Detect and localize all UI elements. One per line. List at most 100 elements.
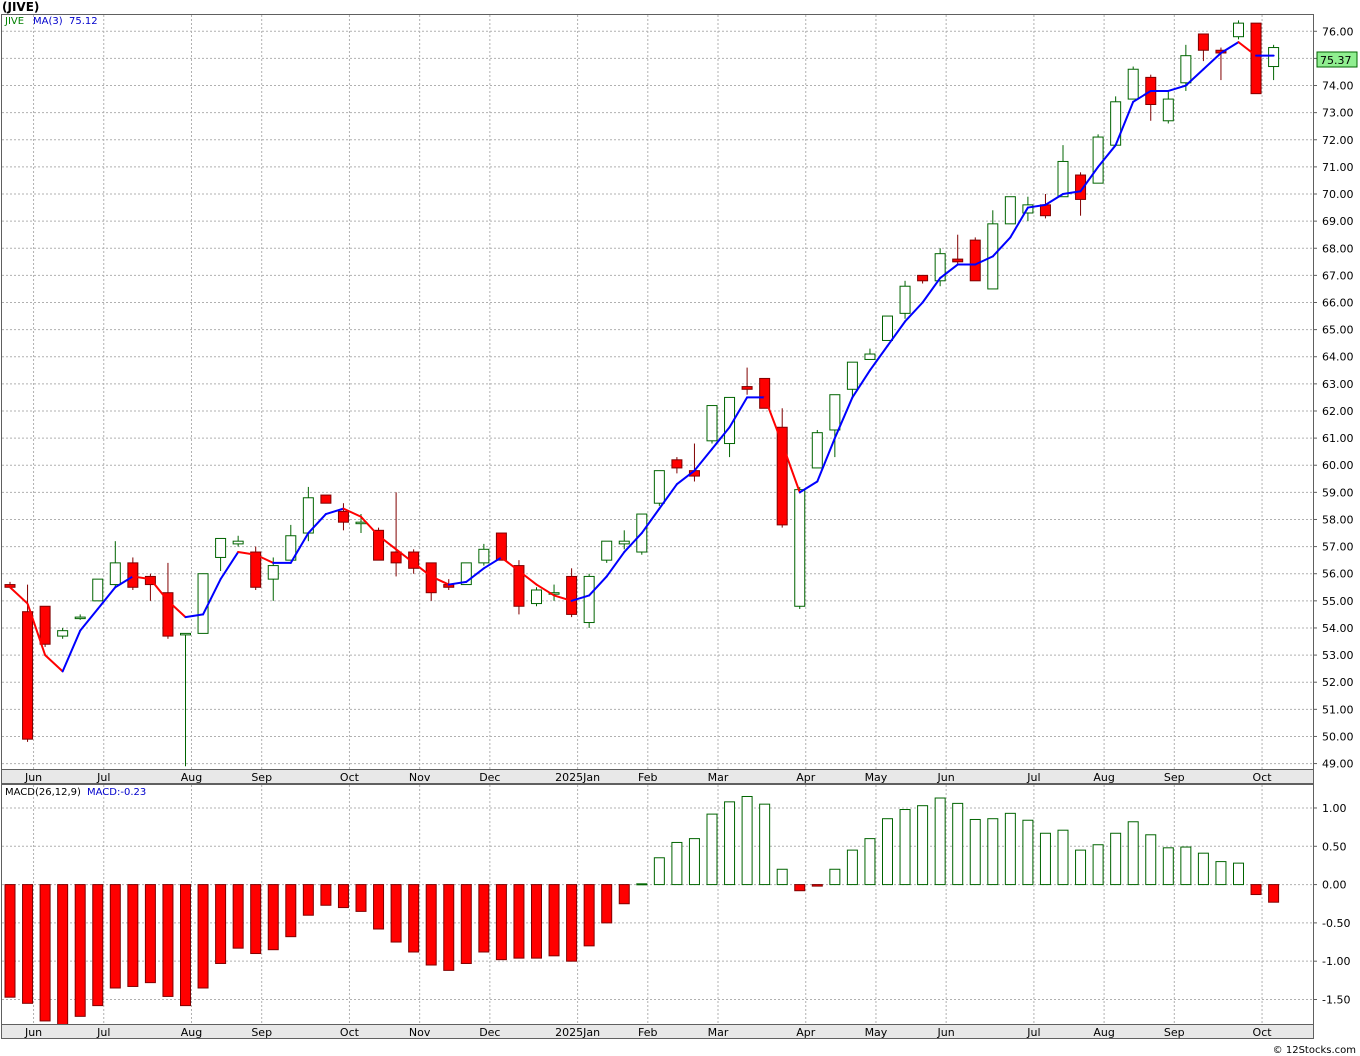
macd-bar [302, 884, 314, 916]
macd-bar [39, 884, 51, 1022]
macd-tick-label: -0.50 [1322, 917, 1350, 930]
candle-body [302, 497, 314, 534]
macd-bar [1004, 812, 1016, 886]
macd-bar [337, 884, 349, 909]
ma-segment [289, 532, 310, 564]
candle-body [1127, 68, 1139, 100]
candle-body [531, 589, 542, 605]
ma-segment [324, 507, 345, 516]
macd-bar [1250, 884, 1262, 896]
macd-bar [899, 809, 911, 886]
candle-body [706, 405, 718, 442]
candle-body [671, 459, 683, 469]
month-label: Nov [409, 1026, 431, 1039]
price-tick-label: 59.00 [1322, 486, 1354, 499]
candle-body [320, 494, 332, 504]
month-label: Nov [409, 771, 431, 784]
candle-body [285, 535, 297, 561]
macd-bar [390, 884, 402, 943]
candle-body [566, 575, 578, 615]
ma-segment [640, 507, 661, 535]
candle-body [1004, 196, 1016, 225]
macd-bar [1145, 834, 1157, 886]
candle-body [653, 470, 665, 504]
macd-bar [969, 818, 981, 886]
candle-body [917, 274, 929, 282]
macd-bar [636, 883, 648, 886]
candle-body [1250, 22, 1262, 95]
ma-segment [658, 483, 678, 510]
candle-body [1162, 98, 1174, 122]
macd-bar [250, 884, 262, 955]
macd-bar [320, 884, 332, 906]
month-label: Jun [24, 771, 42, 784]
macd-tick-label: 1.00 [1322, 802, 1347, 815]
ma-segment [868, 344, 889, 372]
price-tick-label: 76.00 [1322, 25, 1354, 38]
month-label: May [865, 1026, 888, 1039]
candle-body [232, 540, 244, 545]
price-y-axis: 49.00 50.00 51.00 52.00 53.00 54.00 55.00 56.00… [1313, 25, 1354, 771]
month-label: Apr [796, 771, 816, 784]
ma-segment [307, 513, 327, 535]
candle-body [776, 426, 788, 526]
macd-bar [408, 884, 420, 953]
ma-segment [1026, 203, 1047, 209]
price-month-axis: Jun Jul Aug Sep Oct Nov Dec 2025Jan Feb Mar Apr May… [24, 771, 1272, 784]
ma-segment [254, 553, 275, 564]
candle-body [969, 239, 981, 282]
macd-bar [1215, 861, 1227, 886]
ma-segment [1167, 84, 1187, 92]
chart-title: (JIVE) [2, 0, 40, 14]
macd-bar [1162, 847, 1174, 886]
price-tick-label: 63.00 [1322, 378, 1354, 391]
ma-segment [833, 396, 854, 440]
month-label: Jul [96, 771, 110, 784]
macd-y-axis: -1.50 -1.00 -0.50 0.00 0.50 1.00 [1313, 802, 1350, 1006]
month-label: 2025Jan [555, 771, 600, 784]
candle-body [460, 562, 472, 586]
ma-segment [588, 575, 608, 597]
month-label: Feb [638, 771, 657, 784]
price-tick-label: 50.00 [1322, 730, 1354, 743]
price-tick-label: 70.00 [1322, 188, 1354, 201]
ma-segment [1219, 41, 1240, 54]
ma-segment [991, 236, 1012, 258]
month-label: Sep [1164, 1026, 1185, 1039]
ma-segment [1132, 89, 1152, 103]
ma-segment [447, 580, 468, 586]
macd-bar [653, 857, 665, 886]
candle-body [794, 489, 806, 607]
month-label: Mar [708, 1026, 729, 1039]
ma-segment [166, 599, 187, 619]
candle-body [250, 551, 262, 588]
ma-segment [377, 534, 398, 551]
macd-bar [92, 884, 104, 1007]
month-label: Oct [340, 771, 360, 784]
month-label: Dec [479, 771, 500, 784]
macd-bar [952, 802, 964, 886]
candle-body [882, 315, 893, 341]
month-label: Jul [1026, 1026, 1040, 1039]
candle-body [741, 386, 753, 390]
candle-body [1039, 204, 1051, 217]
macd-tick-label: -1.50 [1322, 993, 1350, 1006]
ma-segment [939, 263, 959, 280]
month-label: 2025Jan [555, 1026, 600, 1039]
price-tick-label: 73.00 [1322, 107, 1354, 120]
month-label: Oct [1253, 771, 1273, 784]
candle-body [478, 548, 490, 564]
ma-segment [886, 320, 907, 347]
macd-bar [548, 884, 560, 957]
ma-segment [728, 396, 749, 429]
macd-bar [829, 868, 841, 886]
macd-bar [478, 884, 490, 953]
ma-segment [131, 575, 152, 581]
month-label: Jun [24, 1026, 42, 1039]
macd-bar [583, 884, 595, 947]
ma-segment [114, 575, 134, 589]
ma-segment [237, 551, 257, 556]
price-tick-label: 72.00 [1322, 134, 1354, 147]
macd-bar [109, 884, 121, 989]
